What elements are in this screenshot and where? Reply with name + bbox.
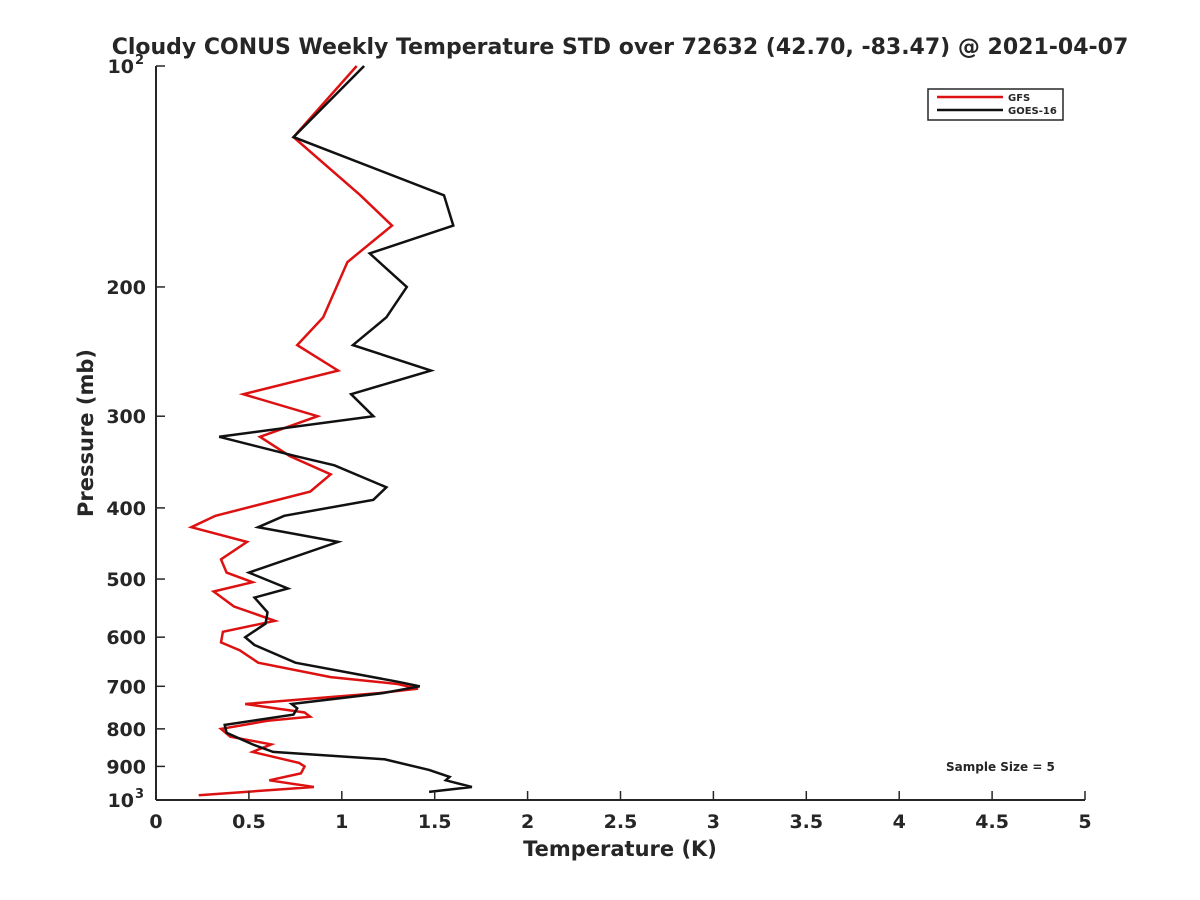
y-tick-label: 10	[108, 790, 134, 812]
chart-title: Cloudy CONUS Weekly Temperature STD over…	[112, 35, 1129, 60]
legend-label-gfs: GFS	[1008, 93, 1030, 104]
y-tick-label: 600	[106, 627, 146, 649]
x-tick-label: 0	[149, 811, 162, 833]
y-tick-exponent: 2	[135, 53, 144, 68]
y-axis-label: Pressure (mb)	[74, 349, 98, 517]
x-tick-label: 1	[335, 811, 348, 833]
y-tick-label: 200	[106, 277, 146, 299]
series-line-goes16	[218, 65, 473, 794]
sample-size-annotation: Sample Size = 5	[946, 760, 1055, 774]
x-axis-label: Temperature (K)	[523, 837, 717, 861]
y-tick-exponent: 3	[135, 787, 144, 802]
x-tick-label: 1.5	[418, 811, 452, 833]
x-axis-ticks: 0 0.5 1 1.5 2 2.5 3 3.5 4 4.5 5	[149, 791, 1092, 833]
y-tick-label: 900	[106, 756, 146, 778]
x-tick-label: 3.5	[789, 811, 823, 833]
x-tick-label: 0.5	[232, 811, 266, 833]
x-tick-label: 4	[893, 811, 906, 833]
legend: GFS GOES-16	[927, 88, 1064, 121]
y-tick-label: 500	[106, 569, 146, 591]
legend-box	[927, 88, 1064, 121]
y-tick-label: 800	[106, 719, 146, 741]
y-tick-label: 300	[106, 406, 146, 428]
y-tick-label: 400	[106, 498, 146, 520]
x-tick-label: 2.5	[604, 811, 638, 833]
x-tick-label: 5	[1078, 811, 1091, 833]
series-line-gfs	[187, 65, 419, 797]
x-tick-label: 2	[521, 811, 534, 833]
series-layer	[187, 65, 473, 797]
x-tick-label: 4.5	[975, 811, 1009, 833]
y-tick-label: 10	[108, 56, 134, 78]
x-tick-label: 3	[707, 811, 720, 833]
y-tick-label: 700	[106, 676, 146, 698]
legend-label-goes16: GOES-16	[1008, 106, 1057, 117]
